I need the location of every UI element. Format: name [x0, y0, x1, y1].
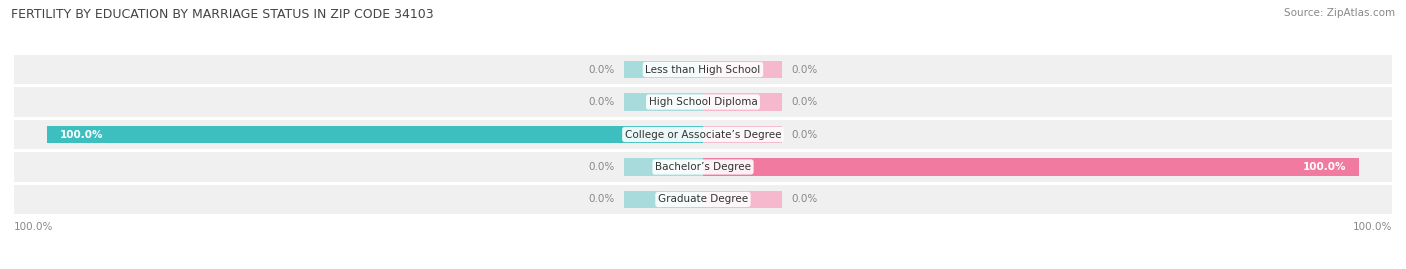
Bar: [624, 190, 703, 208]
Text: 100.0%: 100.0%: [60, 129, 104, 140]
Bar: [703, 93, 782, 111]
Bar: [14, 152, 1392, 182]
Text: 0.0%: 0.0%: [792, 194, 818, 204]
Text: Graduate Degree: Graduate Degree: [658, 194, 748, 204]
Text: 0.0%: 0.0%: [792, 97, 818, 107]
Bar: [14, 87, 1392, 117]
Text: High School Diploma: High School Diploma: [648, 97, 758, 107]
Text: FERTILITY BY EDUCATION BY MARRIAGE STATUS IN ZIP CODE 34103: FERTILITY BY EDUCATION BY MARRIAGE STATU…: [11, 8, 434, 21]
Text: Source: ZipAtlas.com: Source: ZipAtlas.com: [1284, 8, 1395, 18]
Bar: [46, 126, 703, 143]
Bar: [703, 158, 1360, 176]
Text: 0.0%: 0.0%: [588, 162, 614, 172]
Text: 0.0%: 0.0%: [588, 65, 614, 75]
Bar: [14, 55, 1392, 84]
Text: 100.0%: 100.0%: [14, 222, 53, 232]
Text: 0.0%: 0.0%: [792, 65, 818, 75]
Bar: [624, 158, 703, 176]
Text: 100.0%: 100.0%: [1353, 222, 1392, 232]
Bar: [14, 120, 1392, 149]
Text: 0.0%: 0.0%: [792, 129, 818, 140]
Text: 0.0%: 0.0%: [588, 194, 614, 204]
Text: 0.0%: 0.0%: [588, 97, 614, 107]
Bar: [624, 61, 703, 79]
Bar: [703, 190, 782, 208]
Bar: [703, 126, 782, 143]
Text: College or Associate’s Degree: College or Associate’s Degree: [624, 129, 782, 140]
Text: 100.0%: 100.0%: [1302, 162, 1346, 172]
Text: Bachelor’s Degree: Bachelor’s Degree: [655, 162, 751, 172]
Bar: [14, 185, 1392, 214]
Bar: [624, 93, 703, 111]
Bar: [703, 61, 782, 79]
Text: Less than High School: Less than High School: [645, 65, 761, 75]
